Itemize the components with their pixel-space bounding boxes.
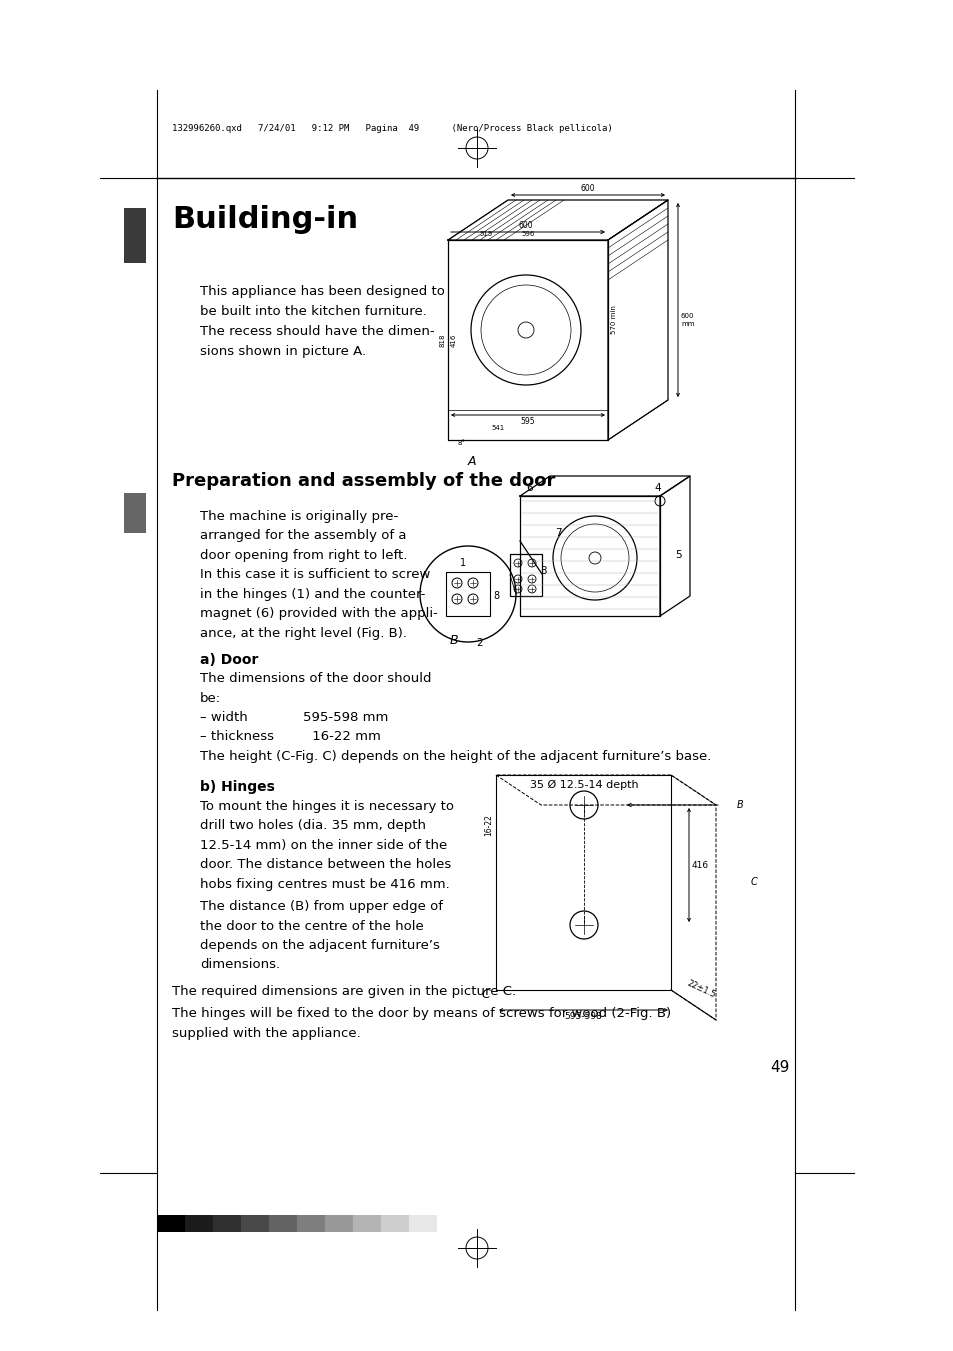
Text: 1: 1	[459, 558, 466, 567]
Text: 3: 3	[539, 566, 546, 576]
Text: 7: 7	[555, 528, 561, 538]
Text: 570 min: 570 min	[610, 305, 617, 335]
Text: 541: 541	[491, 426, 504, 431]
Text: C: C	[480, 988, 489, 1001]
Text: a) Door: a) Door	[200, 653, 258, 667]
Text: sions shown in picture A.: sions shown in picture A.	[200, 345, 366, 358]
Text: 8°: 8°	[457, 440, 465, 446]
Text: 49: 49	[770, 1061, 789, 1075]
Text: 818: 818	[439, 334, 446, 347]
Text: In this case it is sufficient to screw: In this case it is sufficient to screw	[200, 569, 430, 581]
Text: A: A	[468, 455, 476, 467]
Text: supplied with the appliance.: supplied with the appliance.	[172, 1027, 360, 1039]
Bar	[124, 208, 146, 263]
Text: door. The distance between the holes: door. The distance between the holes	[200, 858, 451, 871]
Text: 416: 416	[691, 861, 708, 870]
Text: 12.5-14 mm) on the inner side of the: 12.5-14 mm) on the inner side of the	[200, 839, 447, 852]
Text: be built into the kitchen furniture.: be built into the kitchen furniture.	[200, 305, 426, 317]
Text: The distance (B) from upper edge of: The distance (B) from upper edge of	[200, 900, 442, 913]
Text: The machine is originally pre-: The machine is originally pre-	[200, 509, 397, 523]
Text: 595: 595	[520, 417, 535, 426]
Text: The dimensions of the door should: The dimensions of the door should	[200, 671, 431, 685]
Bar	[157, 1215, 185, 1232]
Bar	[213, 1215, 241, 1232]
Text: in the hinges (1) and the counter-: in the hinges (1) and the counter-	[200, 588, 425, 601]
Text: magnet (6) provided with the appli-: magnet (6) provided with the appli-	[200, 608, 437, 620]
Bar	[353, 1215, 380, 1232]
Text: – thickness         16-22 mm: – thickness 16-22 mm	[200, 731, 380, 743]
Text: The required dimensions are given in the picture C.: The required dimensions are given in the…	[172, 985, 516, 998]
Text: 35 Ø 12.5-14 depth: 35 Ø 12.5-14 depth	[530, 780, 638, 790]
Text: 6: 6	[526, 484, 533, 493]
Text: 600
mm: 600 mm	[680, 313, 694, 327]
Text: 5: 5	[675, 550, 680, 561]
Text: drill two holes (dia. 35 mm, depth: drill two holes (dia. 35 mm, depth	[200, 820, 426, 832]
Text: B: B	[450, 634, 458, 647]
Text: hobs fixing centres must be 416 mm.: hobs fixing centres must be 416 mm.	[200, 878, 449, 892]
Text: 22±1.5: 22±1.5	[685, 979, 717, 1000]
Text: arranged for the assembly of a: arranged for the assembly of a	[200, 530, 406, 543]
Text: be:: be:	[200, 692, 221, 704]
Text: 416: 416	[451, 334, 456, 347]
Text: 8: 8	[493, 590, 498, 601]
Bar	[296, 1215, 325, 1232]
Text: dimensions.: dimensions.	[200, 958, 280, 971]
Text: 515: 515	[478, 231, 492, 236]
Text: the door to the centre of the hole: the door to the centre of the hole	[200, 920, 423, 932]
Bar	[269, 1215, 296, 1232]
Text: 600: 600	[518, 222, 533, 230]
Text: The recess should have the dimen-: The recess should have the dimen-	[200, 326, 435, 338]
Text: Preparation and assembly of the door: Preparation and assembly of the door	[172, 471, 555, 490]
Bar	[510, 554, 541, 596]
Text: 596: 596	[520, 231, 534, 236]
Bar	[409, 1215, 436, 1232]
Bar	[185, 1215, 213, 1232]
Bar	[325, 1215, 353, 1232]
Text: Building-in: Building-in	[172, 205, 357, 234]
Bar	[241, 1215, 269, 1232]
Text: 595-598: 595-598	[563, 1012, 601, 1021]
Text: door opening from right to left.: door opening from right to left.	[200, 549, 407, 562]
Text: This appliance has been designed to: This appliance has been designed to	[200, 285, 444, 299]
Text: – width             595-598 mm: – width 595-598 mm	[200, 711, 388, 724]
Text: depends on the adjacent furniture’s: depends on the adjacent furniture’s	[200, 939, 439, 952]
Text: The hinges will be fixed to the door by means of screws for wood (2-Fig. B): The hinges will be fixed to the door by …	[172, 1006, 670, 1020]
Text: 16-22: 16-22	[483, 815, 493, 836]
Bar	[446, 571, 490, 616]
Text: C: C	[750, 877, 757, 888]
Text: b) Hinges: b) Hinges	[200, 780, 274, 794]
Text: ance, at the right level (Fig. B).: ance, at the right level (Fig. B).	[200, 627, 407, 640]
Text: 600: 600	[580, 184, 595, 193]
Bar	[124, 493, 146, 534]
Text: The height (C-Fig. C) depends on the height of the adjacent furniture’s base.: The height (C-Fig. C) depends on the hei…	[200, 750, 711, 763]
Text: 2: 2	[476, 638, 482, 648]
Text: 4: 4	[654, 484, 660, 493]
Text: 132996260.qxd   7/24/01   9:12 PM   Pagina  49      (Nero/Process Black pellicol: 132996260.qxd 7/24/01 9:12 PM Pagina 49 …	[172, 124, 612, 132]
Bar	[380, 1215, 409, 1232]
Text: To mount the hinges it is necessary to: To mount the hinges it is necessary to	[200, 800, 454, 813]
Text: B: B	[737, 800, 743, 811]
